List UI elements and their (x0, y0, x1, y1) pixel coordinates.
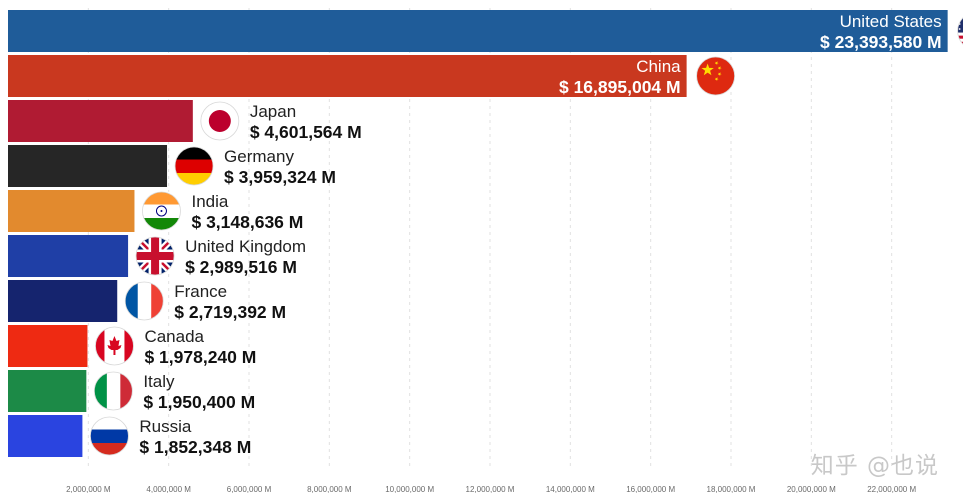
country-label-india: India (191, 192, 228, 211)
italy-flag-icon (92, 370, 134, 412)
germany-flag-icon (173, 145, 215, 187)
bar-india (8, 190, 135, 232)
x-tick-label: 8,000,000 M (307, 485, 352, 494)
us-flag-icon (956, 12, 963, 50)
value-label-united-kingdom: $ 2,989,516 M (185, 257, 297, 277)
bar-canada (8, 325, 88, 367)
x-tick-label: 4,000,000 M (146, 485, 191, 494)
bars (8, 10, 948, 457)
x-tick-label: 6,000,000 M (227, 485, 272, 494)
value-label-canada: $ 1,978,240 M (144, 347, 256, 367)
bar-united-kingdom (8, 235, 129, 277)
x-tick-label: 2,000,000 M (66, 485, 111, 494)
canada-flag-icon (93, 325, 135, 367)
japan-flag-icon (199, 100, 241, 142)
watermark: 知乎 @也说 (810, 453, 939, 479)
value-label-united-states: $ 23,393,580 M (820, 32, 942, 52)
value-label-germany: $ 3,959,324 M (224, 167, 336, 187)
x-tick-label: 20,000,000 M (787, 485, 836, 494)
country-label-united-states: United States (840, 12, 942, 31)
flags (88, 12, 963, 457)
country-label-france: France (174, 282, 227, 301)
bar-germany (8, 145, 168, 187)
value-label-italy: $ 1,950,400 M (143, 392, 255, 412)
country-label-japan: Japan (250, 102, 296, 121)
x-axis-ticks: 2,000,000 M 4,000,000 M 6,000,000 M 8,000,0… (66, 485, 916, 494)
x-tick-label: 12,000,000 M (466, 485, 515, 494)
india-flag-icon (140, 190, 182, 232)
country-label-italy: Italy (143, 372, 175, 391)
value-label-russia: $ 1,852,348 M (139, 437, 251, 457)
bar-china (8, 55, 687, 97)
bar-italy (8, 370, 87, 412)
value-label-france: $ 2,719,392 M (174, 302, 286, 322)
bar-russia (8, 415, 83, 457)
x-tick-label: 18,000,000 M (707, 485, 756, 494)
bar-france (8, 280, 118, 322)
country-label-china: China (636, 57, 681, 76)
value-label-japan: $ 4,601,564 M (250, 122, 362, 142)
x-tick-label: 10,000,000 M (385, 485, 434, 494)
x-tick-label: 14,000,000 M (546, 485, 595, 494)
country-label-germany: Germany (224, 147, 294, 166)
uk-flag-icon (134, 235, 176, 277)
x-tick-label: 22,000,000 M (867, 485, 916, 494)
france-flag-icon (123, 280, 165, 322)
bar-labels: United States$ 23,393,580 M China$ 16,895… (139, 12, 941, 457)
russia-flag-icon (88, 415, 130, 457)
country-label-russia: Russia (139, 417, 192, 436)
value-label-india: $ 3,148,636 M (191, 212, 303, 232)
bar-japan (8, 100, 193, 142)
bar-united-states (8, 10, 948, 52)
country-label-united-kingdom: United Kingdom (185, 237, 306, 256)
x-tick-label: 16,000,000 M (626, 485, 675, 494)
country-label-canada: Canada (144, 327, 204, 346)
value-label-china: $ 16,895,004 M (559, 77, 681, 97)
china-flag-icon (695, 55, 737, 97)
